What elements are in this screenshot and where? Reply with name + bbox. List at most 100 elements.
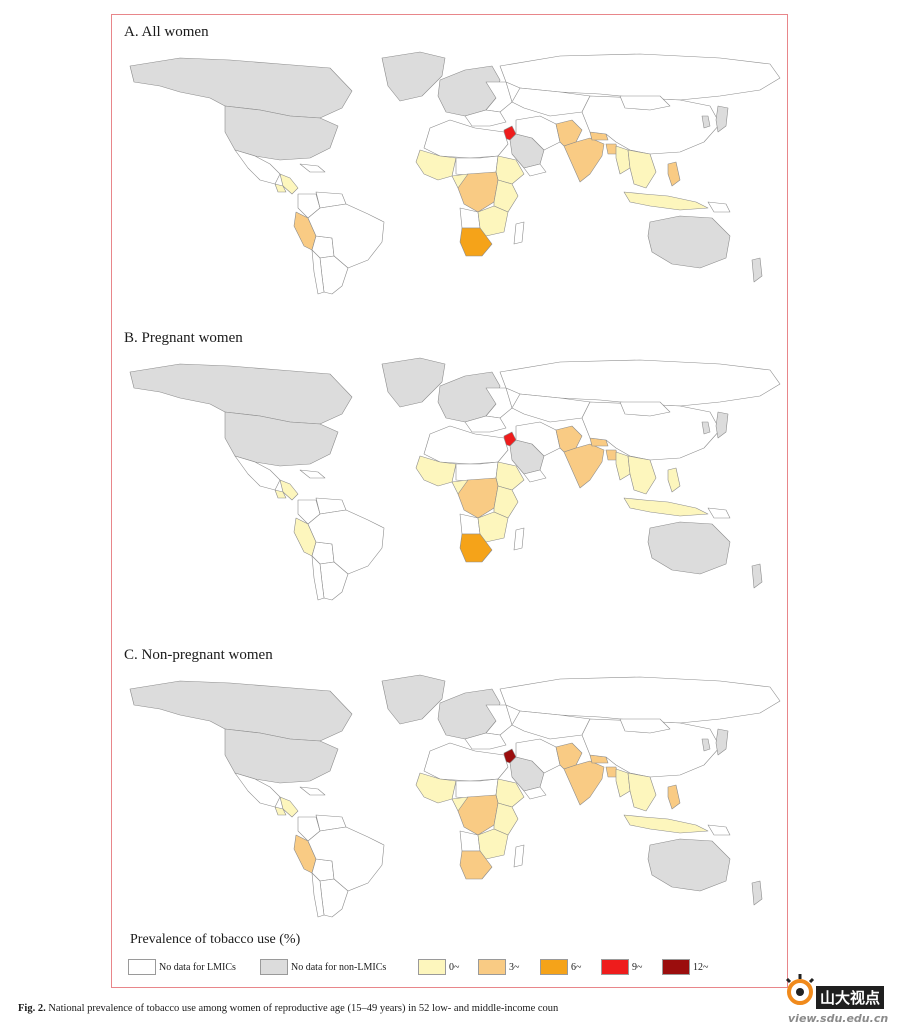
country-madagascar: [513, 221, 525, 245]
country-png: [707, 824, 731, 836]
country-myanmar: [615, 451, 631, 481]
country-mongolia: [619, 401, 671, 417]
legend-label-6: 6~: [571, 961, 582, 973]
legend-swatch-3: [478, 959, 506, 975]
legend-item-3: 3~: [478, 958, 519, 976]
legend-swatch-12: [662, 959, 690, 975]
country-chile: [311, 872, 325, 918]
country-india: [563, 760, 605, 806]
legend-label-12: 12~: [693, 961, 709, 973]
country-north-africa: [423, 119, 509, 159]
country-mexico: [234, 455, 281, 491]
country-north-africa: [423, 742, 509, 782]
country-korea: [701, 115, 711, 129]
legend-label-nonlmic: No data for non-LMICs: [291, 961, 387, 973]
country-mongolia: [619, 718, 671, 734]
country-west-africa: [415, 455, 457, 487]
country-greenland: [381, 357, 446, 408]
country-philippines: [667, 784, 681, 810]
legend-swatch-6: [540, 959, 568, 975]
country-india: [563, 443, 605, 489]
country-south-africa: [459, 533, 493, 563]
country-central-africa: [457, 794, 499, 836]
country-south-africa: [459, 850, 493, 880]
country-indonesia: [623, 191, 709, 211]
country-north-africa: [423, 425, 509, 465]
country-east-africa: [493, 179, 519, 213]
world-map-c: [129, 674, 781, 918]
country-turkey: [464, 415, 507, 433]
country-west-africa: [415, 149, 457, 181]
country-central-america: [279, 173, 299, 195]
legend: No data for LMICs No data for non-LMICs …: [128, 958, 778, 978]
country-east-africa: [493, 802, 519, 836]
country-greenland: [381, 51, 446, 102]
legend-item-0: 0~: [418, 958, 459, 976]
legend-label-9: 9~: [632, 961, 643, 973]
legend-swatch-0: [418, 959, 446, 975]
country-chile: [311, 555, 325, 601]
country-china: [581, 401, 721, 461]
country-usa: [224, 105, 339, 161]
legend-swatch-nodata: [128, 959, 156, 975]
world-map-b: [129, 357, 781, 601]
country-iran: [515, 421, 561, 457]
country-southeast-asia: [627, 772, 657, 812]
country-kazakhstan: [511, 393, 591, 423]
legend-item-6: 6~: [540, 958, 581, 976]
watermark-name: 山大视点: [816, 986, 885, 1009]
legend-item-nodata: No data for LMICs: [128, 958, 236, 976]
legend-swatch-nonlmic: [260, 959, 288, 975]
watermark-url: view.sdu.edu.cn: [788, 1012, 889, 1025]
panel-title-a: A. All women: [124, 24, 209, 40]
country-kazakhstan: [511, 87, 591, 117]
country-mexico: [234, 149, 281, 185]
country-greenland: [381, 674, 446, 725]
country-central-africa: [457, 171, 499, 213]
legend-title: Prevalence of tobacco use (%): [130, 932, 301, 947]
country-new-zealand: [751, 880, 763, 906]
country-caribbean: [299, 469, 326, 479]
legend-label-0: 0~: [449, 961, 460, 973]
country-myanmar: [615, 768, 631, 798]
legend-label-3: 3~: [509, 961, 520, 973]
country-australia: [647, 521, 731, 575]
legend-label-nodata: No data for LMICs: [159, 961, 236, 973]
world-map-a: [129, 51, 781, 295]
country-turkey: [464, 732, 507, 750]
country-australia: [647, 215, 731, 269]
watermark: 山大视点 view.sdu.edu.cn: [782, 972, 897, 1032]
country-png: [707, 507, 731, 519]
country-myanmar: [615, 145, 631, 175]
legend-item-12: 12~: [662, 958, 708, 976]
country-yemen: [523, 786, 547, 800]
country-china: [581, 95, 721, 155]
country-madagascar: [513, 844, 525, 868]
country-guatemala: [274, 183, 287, 193]
country-iran: [515, 738, 561, 774]
country-madagascar: [513, 527, 525, 551]
country-mongolia: [619, 95, 671, 111]
country-chile: [311, 249, 325, 295]
country-korea: [701, 421, 711, 435]
country-mexico: [234, 772, 281, 808]
country-yemen: [523, 469, 547, 483]
country-central-america: [279, 796, 299, 818]
country-japan: [715, 728, 729, 756]
country-usa: [224, 411, 339, 467]
country-japan: [715, 105, 729, 133]
country-indonesia: [623, 497, 709, 517]
country-turkey: [464, 109, 507, 127]
country-guatemala: [274, 806, 287, 816]
caption-text: National prevalence of tobacco use among…: [48, 1003, 559, 1014]
panel-title-c: C. Non-pregnant women: [124, 647, 273, 663]
country-west-africa: [415, 772, 457, 804]
country-brazil: [307, 203, 385, 269]
panel-title-b: B. Pregnant women: [124, 330, 243, 346]
country-new-zealand: [751, 257, 763, 283]
country-usa: [224, 728, 339, 784]
country-korea: [701, 738, 711, 752]
country-china: [581, 718, 721, 778]
figure-frame: [111, 14, 788, 988]
country-brazil: [307, 509, 385, 575]
